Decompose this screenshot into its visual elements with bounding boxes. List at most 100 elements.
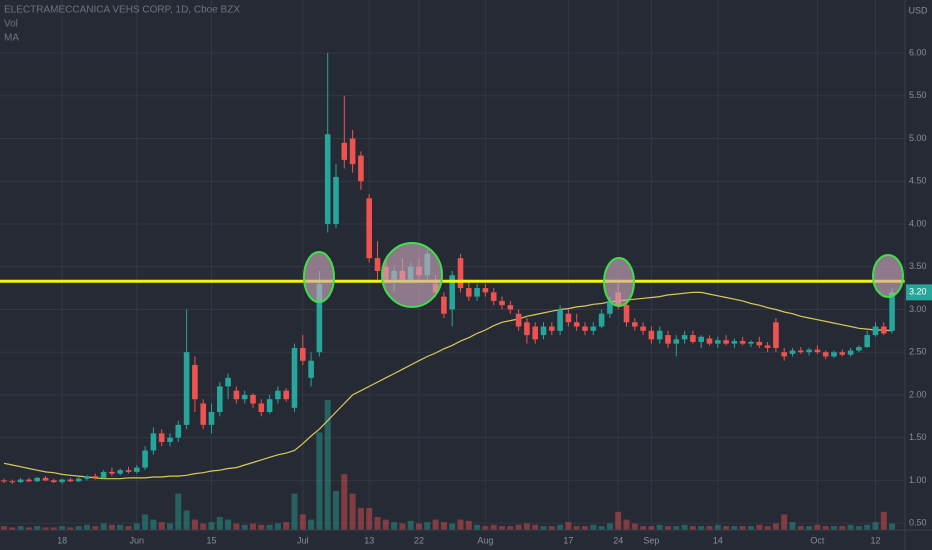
x-tick-label: Sep xyxy=(643,535,659,545)
candle-body xyxy=(756,341,763,346)
volume-bar xyxy=(515,524,522,530)
volume-bar xyxy=(125,526,132,530)
candle-body xyxy=(167,437,173,442)
candle-body xyxy=(889,292,895,331)
volume-bar xyxy=(855,526,862,530)
x-tick-label: 15 xyxy=(206,535,216,545)
volume-bar xyxy=(772,523,779,530)
candle-body xyxy=(134,467,140,472)
candle-body xyxy=(42,477,49,481)
candle-body xyxy=(75,478,82,482)
volume-bar xyxy=(299,514,306,530)
candle-body xyxy=(125,470,132,472)
x-tick-label: Jun xyxy=(130,535,145,545)
volume-bar xyxy=(324,400,331,530)
candle-body xyxy=(17,479,24,483)
y-tick-label: 4.50 xyxy=(909,176,927,186)
volume-bar xyxy=(440,522,447,530)
candle-body xyxy=(632,322,638,327)
volume-bar xyxy=(225,519,232,530)
candle-body xyxy=(225,377,231,387)
volume-bar xyxy=(839,526,846,530)
volume-bar xyxy=(17,526,24,530)
volume-bar xyxy=(233,523,240,530)
volume-bar xyxy=(482,526,489,530)
candle-body xyxy=(92,476,99,478)
candle-body xyxy=(241,394,248,400)
candle-body xyxy=(490,292,497,301)
volume-bar xyxy=(640,526,647,530)
volume-bar xyxy=(92,526,99,530)
candle-body xyxy=(374,258,381,271)
volume-bar xyxy=(142,514,149,530)
candle-body xyxy=(781,352,787,357)
volume-bar xyxy=(764,526,771,530)
candle-body xyxy=(814,349,821,353)
volume-bar xyxy=(283,522,290,530)
volume-bar xyxy=(872,522,879,530)
candle-body xyxy=(839,352,846,355)
candle-body xyxy=(192,365,198,400)
volume-bar xyxy=(50,527,57,530)
volume-bar xyxy=(681,524,688,530)
volume-bar xyxy=(606,523,613,530)
x-tick-label: Jul xyxy=(297,535,309,545)
volume-bar xyxy=(59,526,66,530)
volume-bar xyxy=(291,493,298,530)
x-tick-label: 14 xyxy=(713,535,723,545)
candle-body xyxy=(158,433,165,442)
candle-body xyxy=(648,330,655,340)
candle-body xyxy=(540,326,547,336)
candle-body xyxy=(67,479,74,482)
candle-body xyxy=(258,403,265,413)
candle-body xyxy=(26,479,32,482)
x-tick-label: 13 xyxy=(364,535,374,545)
candle-body xyxy=(524,322,530,336)
candle-body xyxy=(706,338,713,344)
volume-bar xyxy=(689,526,696,530)
candle-body xyxy=(34,477,40,482)
candle-body xyxy=(217,386,223,413)
candle-body xyxy=(233,390,240,400)
volume-bar xyxy=(756,524,763,530)
volume-bar xyxy=(532,524,539,530)
candle-body xyxy=(9,481,16,483)
volume-bar xyxy=(789,522,796,530)
y-tick-label: 3.50 xyxy=(909,261,927,271)
y-tick-label: 6.00 xyxy=(909,47,927,57)
candle-body xyxy=(250,394,256,404)
candle-body xyxy=(457,258,464,289)
last-price-label: 3.20 xyxy=(909,287,927,297)
candle-body xyxy=(474,288,480,297)
volume-pane xyxy=(1,400,896,530)
volume-bar xyxy=(465,520,472,530)
volume-bar xyxy=(241,524,248,530)
candle-body xyxy=(84,476,90,479)
volume-bar xyxy=(889,523,896,530)
candle-body xyxy=(822,352,829,357)
y-tick-label: 5.50 xyxy=(909,90,927,100)
volume-bar xyxy=(590,524,597,530)
candle-body xyxy=(806,349,812,353)
candle-body xyxy=(831,352,837,357)
volume-bar xyxy=(382,519,389,530)
ma-pane xyxy=(3,291,893,480)
candle-body xyxy=(640,326,646,331)
volume-bar xyxy=(623,519,630,530)
candle-body xyxy=(499,300,505,306)
candle-body xyxy=(665,335,671,344)
volume-bar xyxy=(34,526,41,530)
volume-bar xyxy=(831,526,837,530)
volume-bar xyxy=(598,526,605,530)
volume-bar xyxy=(565,522,572,530)
candle-body xyxy=(200,403,206,425)
x-tick-label: 24 xyxy=(613,535,623,545)
candle-body xyxy=(690,335,696,342)
x-tick-label: 12 xyxy=(870,535,880,545)
candle-body xyxy=(266,399,273,413)
volume-bar xyxy=(615,511,622,530)
legend-entry: MA xyxy=(4,33,19,44)
volume-bar xyxy=(84,524,90,530)
